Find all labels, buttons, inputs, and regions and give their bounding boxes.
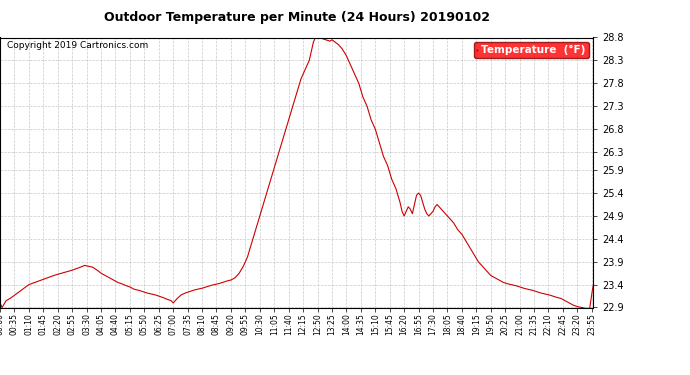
Legend: Temperature  (°F): Temperature (°F): [475, 42, 589, 58]
Text: Outdoor Temperature per Minute (24 Hours) 20190102: Outdoor Temperature per Minute (24 Hours…: [104, 11, 490, 24]
Text: Copyright 2019 Cartronics.com: Copyright 2019 Cartronics.com: [7, 41, 148, 50]
